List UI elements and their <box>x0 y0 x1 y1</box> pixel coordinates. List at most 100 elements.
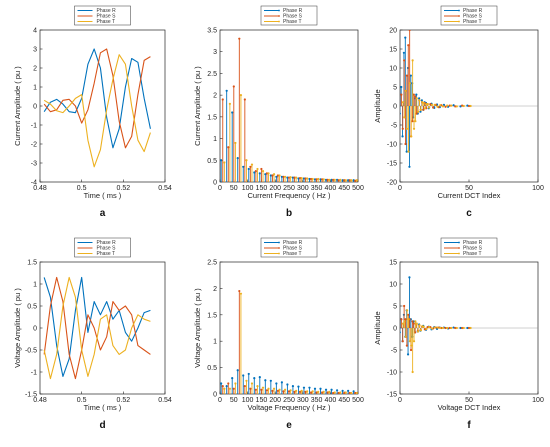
stem-marker <box>433 326 436 329</box>
y-tick-label: 1.5 <box>27 260 37 267</box>
stem-marker <box>261 386 265 389</box>
panel-letter: d <box>99 420 105 431</box>
stem-marker <box>448 326 451 330</box>
legend-entry: Phase S <box>463 246 483 252</box>
stem-marker <box>403 304 406 308</box>
stem-marker <box>332 178 335 181</box>
y-tick-label: 15 <box>389 260 397 267</box>
stem-marker <box>415 97 418 100</box>
stem-marker <box>441 105 445 108</box>
x-tick-label: 350 <box>311 185 323 192</box>
stem-marker <box>256 384 259 388</box>
stem-marker <box>242 165 245 168</box>
stem-marker <box>308 386 311 389</box>
stem-marker <box>298 176 302 180</box>
legend-entry: Phase T <box>97 251 116 257</box>
x-axis-label: Voltage DCT Index <box>438 403 501 412</box>
stem-marker <box>469 104 472 108</box>
x-tick-label: 250 <box>283 185 295 192</box>
x-tick-label: 500 <box>352 185 364 192</box>
x-tick-label: 100 <box>242 185 254 192</box>
stem-marker <box>418 97 421 100</box>
y-axis-label: Amplitude <box>373 89 382 122</box>
y-axis-label: Voltage Amplitude ( pu ) <box>193 288 202 368</box>
stem-marker <box>275 382 278 385</box>
y-tick-label: 10 <box>389 282 397 289</box>
stem-marker <box>220 159 223 162</box>
panel-letter: a <box>100 208 106 219</box>
stem-marker <box>426 326 429 329</box>
stem-marker <box>291 176 295 179</box>
stem-marker <box>400 318 403 321</box>
x-tick-label: 300 <box>297 185 309 192</box>
stem-marker <box>406 309 409 312</box>
stem-marker <box>412 127 416 130</box>
legend-entry: Phase R <box>283 8 303 14</box>
stem-marker <box>404 89 407 92</box>
stem-marker <box>291 384 295 388</box>
y-tick-label: 2.5 <box>207 260 217 267</box>
plot-area <box>220 289 358 394</box>
stem-marker <box>422 108 425 111</box>
stem-marker <box>319 387 322 390</box>
stem-marker <box>333 178 336 181</box>
stem-marker <box>286 176 289 179</box>
x-tick-label: 0.5 <box>77 185 87 192</box>
stem-marker <box>243 384 246 388</box>
x-tick-label: 50 <box>465 185 473 192</box>
x-tick-label: 350 <box>311 397 323 404</box>
stem-marker <box>297 385 300 388</box>
y-tick-label: 1.5 <box>207 312 217 319</box>
y-tick-label: 1.5 <box>207 114 217 121</box>
stem-marker <box>264 379 267 382</box>
stem-marker <box>304 177 307 180</box>
x-tick-label: 0.52 <box>117 397 131 404</box>
plot-area <box>400 30 472 168</box>
stem-marker <box>341 179 344 182</box>
x-tick-label: 50 <box>230 397 238 404</box>
stem-marker <box>426 103 429 106</box>
stem-marker <box>236 369 239 372</box>
x-tick-label: 450 <box>338 397 350 404</box>
stem-marker <box>401 340 404 343</box>
y-tick-label: -0.5 <box>25 348 37 355</box>
x-tick-label: 300 <box>297 397 309 404</box>
y-tick-label: 2.5 <box>207 71 217 78</box>
stem-marker <box>446 326 449 330</box>
stem-marker <box>422 325 425 328</box>
stem-marker <box>432 106 435 109</box>
stem-marker <box>311 177 314 181</box>
stem-marker <box>306 177 309 180</box>
axes-box <box>39 29 166 183</box>
panel-letter: b <box>286 208 292 219</box>
stem-marker <box>234 382 237 385</box>
y-tick-label: 3.5 <box>207 28 217 35</box>
y-tick-label: -1 <box>31 123 37 130</box>
stem-marker <box>401 127 404 130</box>
stem-marker <box>411 320 414 323</box>
y-tick-label: -5 <box>391 348 397 355</box>
y-tick-label: 10 <box>389 66 397 73</box>
x-tick-label: 100 <box>242 397 254 404</box>
stem-marker <box>271 389 274 392</box>
stem-marker <box>309 391 313 394</box>
stem-marker <box>401 101 405 104</box>
stem-marker <box>249 165 252 168</box>
stem-marker <box>280 175 283 178</box>
y-tick-label: 3 <box>33 47 37 54</box>
stem-marker <box>234 141 237 145</box>
stem-marker <box>260 167 263 171</box>
stem-marker <box>436 326 439 329</box>
stem-marker <box>225 384 228 388</box>
x-tick-label: 200 <box>269 397 281 404</box>
panel-letter: e <box>286 420 292 431</box>
y-tick-label: 0 <box>393 104 397 111</box>
y-tick-label: 0.5 <box>207 158 217 165</box>
stem-marker <box>410 135 413 138</box>
stem-marker <box>467 326 471 330</box>
x-tick-label: 450 <box>338 185 350 192</box>
x-tick-label: 250 <box>283 397 295 404</box>
x-tick-label: 400 <box>325 185 337 192</box>
